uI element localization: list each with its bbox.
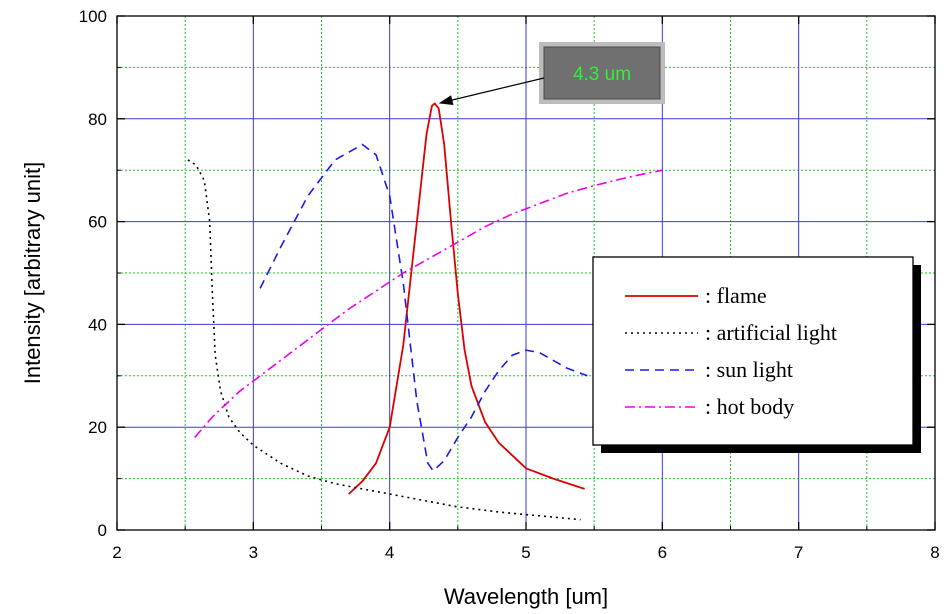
x-tick-label: 6 [658,543,667,562]
x-tick-label: 4 [385,543,394,562]
y-tick-label: 20 [88,418,107,437]
series [188,103,662,519]
y-axis-title: Intensity [arbitrary unit] [20,162,45,385]
callout-arrow [439,78,544,105]
series-line-3 [195,170,663,437]
callout-label: 4.3 um [573,64,631,85]
x-tick-label: 5 [521,543,530,562]
legend: : flame : artificial light : sun light : ho… [593,257,921,453]
x-tick-label: 2 [112,543,121,562]
callout-arrow-line [451,78,544,100]
y-tick-label: 100 [79,7,107,26]
x-tick-label: 3 [249,543,258,562]
callout-arrow-head [439,95,454,105]
x-tick-label: 7 [794,543,803,562]
legend-label: : sun light [705,357,793,382]
series-line-0 [349,103,585,494]
annotation-callout: 4.3 um [439,42,665,105]
legend-label: : flame [705,283,767,308]
y-tick-label: 60 [88,213,107,232]
series-line-2 [260,145,587,471]
series-line-1 [188,160,581,520]
x-axis-title: Wavelength [um] [444,584,608,609]
y-tick-label: 0 [98,521,107,540]
y-tick-label: 40 [88,315,107,334]
legend-label: : artificial light [705,320,837,345]
y-tick-label: 80 [88,110,107,129]
legend-label: : hot body [705,394,794,419]
x-tick-label: 8 [930,543,939,562]
